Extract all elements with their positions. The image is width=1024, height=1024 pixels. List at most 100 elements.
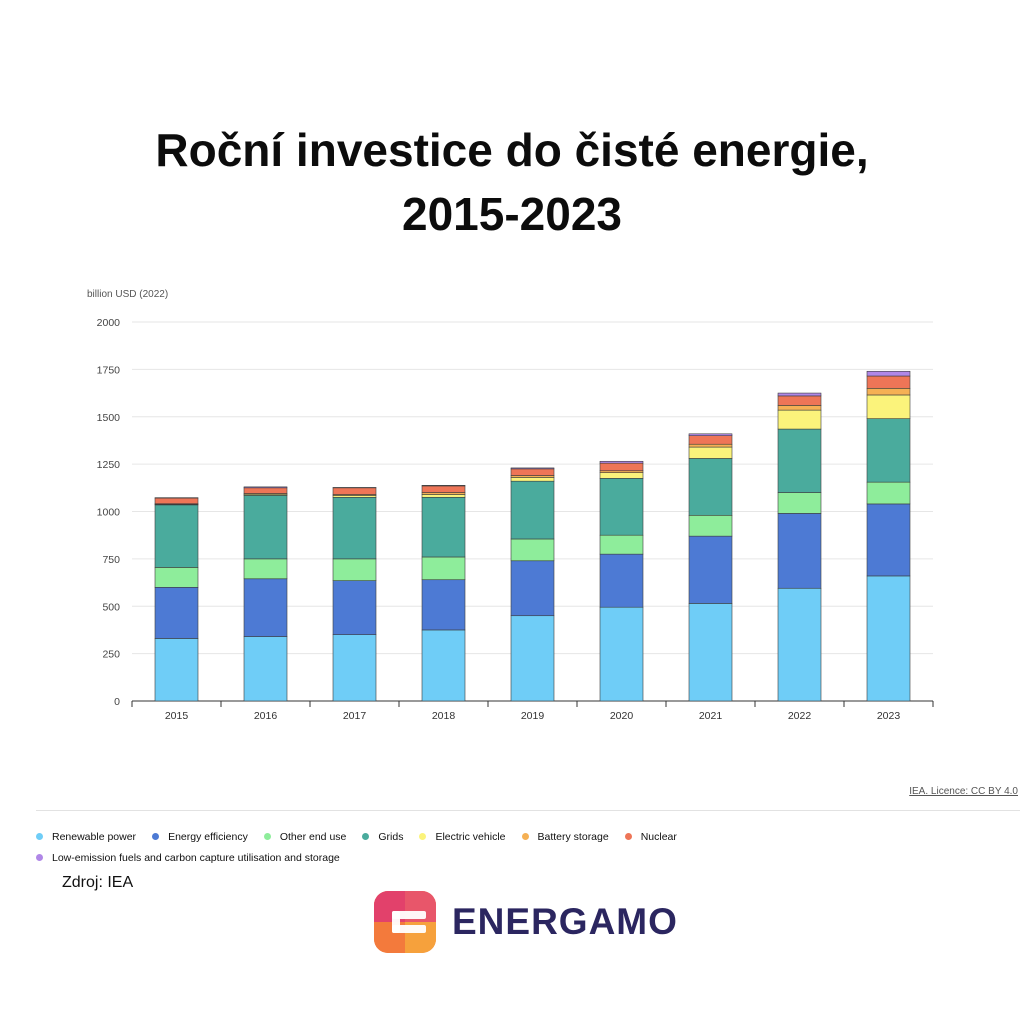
licence-link[interactable]: IEA. Licence: CC BY 4.0 [909,786,1018,797]
y-tick-label: 1500 [97,412,121,424]
bar-segment-nuclear-2020 [599,462,644,472]
bar-segment-renewable-power-2019 [510,615,555,702]
bar-segment-battery-storage-2022 [777,405,822,411]
bar-segment-low-emission-fuels-and-carbon-capture-utilisation-and-storage-2020 [599,460,644,464]
y-tick-label: 250 [102,649,120,661]
bar-segment-low-emission-fuels-and-carbon-capture-utilisation-and-storage-2022 [777,392,822,397]
energamo-logo-icon [374,891,436,953]
bar-segment-low-emission-fuels-and-carbon-capture-utilisation-and-storage-2018 [421,485,466,487]
legend-swatch [624,833,632,840]
bar-segment-other-end-use-2023 [866,481,911,505]
chart-title: Roční investice do čisté energie, 2015-2… [0,118,1024,246]
bar-segment-electric-vehicle-2022 [777,409,822,430]
x-tick-label: 2018 [432,710,456,722]
bar-segment-grids-2021 [688,458,733,516]
bar-segment-energy-efficiency-2023 [866,503,911,577]
bar-segment-battery-storage-2021 [688,443,733,448]
legend-item[interactable]: Low-emission fuels and carbon capture ut… [36,852,340,864]
bar-segment-energy-efficiency-2018 [421,579,466,631]
y-axis-label: billion USD (2022) [87,289,168,300]
bar-segment-electric-vehicle-2023 [866,394,911,419]
legend-label: Nuclear [640,830,677,843]
bar-segment-battery-storage-2023 [866,388,911,396]
bar-segment-energy-efficiency-2019 [510,560,555,617]
legend-label: Grids [378,830,404,843]
bar-segment-energy-efficiency-2015 [154,586,199,639]
legend-item[interactable]: Renewable power [36,831,136,843]
legend-label: Renewable power [52,830,137,843]
title-line-2: 2015-2023 [402,188,622,240]
x-tick-label: 2020 [610,710,634,722]
legend-swatch [36,854,43,861]
energamo-logo[interactable]: ENERGAMO [374,890,678,954]
legend-label: Low-emission fuels and carbon capture ut… [52,851,340,864]
legend-item[interactable]: Grids [362,831,403,843]
y-tick-label: 500 [102,601,120,613]
bar-segment-low-emission-fuels-and-carbon-capture-utilisation-and-storage-2016 [243,486,288,489]
bar-segment-energy-efficiency-2020 [599,553,644,608]
x-tick-label: 2017 [343,710,367,722]
legend-swatch [362,833,370,840]
title-line-1: Roční investice do čisté energie, [155,124,869,176]
legend-label: Other end use [279,830,347,843]
bar-segment-grids-2019 [510,480,555,540]
bar-segment-nuclear-2018 [421,485,466,493]
bar-segment-other-end-use-2022 [777,492,822,514]
legend-item[interactable]: Electric vehicle [419,830,506,843]
legend-swatch [36,833,43,840]
bar-segment-nuclear-2016 [243,487,288,494]
legend-item[interactable]: Nuclear [624,830,677,843]
bar-segment-grids-2017 [332,496,377,560]
bar-segment-other-end-use-2017 [332,558,377,581]
bar-segment-renewable-power-2020 [599,606,644,702]
bar-segment-nuclear-2017 [332,487,377,495]
legend-item[interactable]: Battery storage [521,831,609,843]
bar-segment-other-end-use-2018 [421,556,466,581]
x-tick-label: 2016 [254,710,278,722]
bar-segment-renewable-power-2022 [777,587,822,702]
x-tick-label: 2023 [877,710,901,722]
legend-swatch [152,833,160,840]
legend-label: Energy efficiency [168,830,248,843]
stacked-bar-chart: billion USD (2022) 0 250 500 750 1000 1250 1500… [87,289,934,722]
bar-segment-energy-efficiency-2021 [688,535,733,604]
legend-swatch [419,833,427,840]
x-tick-label: 2022 [788,710,812,722]
bar-segment-nuclear-2019 [510,468,555,476]
legend: Renewable power Energy efficiency Other en… [36,826,996,868]
legend-item[interactable]: Other end use [263,830,347,843]
bar-segment-renewable-power-2023 [866,575,911,702]
bar-segment-grids-2018 [421,496,466,558]
y-tick-label: 0 [114,696,120,708]
bar-segment-renewable-power-2017 [332,634,377,702]
bar-segment-renewable-power-2016 [243,636,288,702]
bar-segment-energy-efficiency-2022 [777,513,822,589]
bar-segment-grids-2022 [777,428,822,493]
bar-segment-electric-vehicle-2021 [688,446,733,459]
source-note: Zdroj: IEA [62,874,134,891]
bar-segment-nuclear-2023 [866,375,911,389]
bar-segment-renewable-power-2018 [421,629,466,702]
bar-segment-low-emission-fuels-and-carbon-capture-utilisation-and-storage-2019 [510,467,555,470]
legend-label: Electric vehicle [435,830,506,843]
divider [36,810,1020,811]
bar-segment-energy-efficiency-2017 [332,580,377,635]
bar-segment-grids-2020 [599,478,644,536]
bar-segment-low-emission-fuels-and-carbon-capture-utilisation-and-storage-2021 [688,433,733,436]
bar-segment-low-emission-fuels-and-carbon-capture-utilisation-and-storage-2023 [866,370,911,377]
legend-swatch [521,833,529,840]
bar-segment-grids-2023 [866,418,911,483]
bar-segment-electric-vehicle-2018 [421,494,466,498]
bar-segment-other-end-use-2016 [243,558,288,580]
legend-row: Renewable power Energy efficiency Other en… [36,826,996,847]
bar-segment-renewable-power-2015 [154,638,199,702]
bar-segment-other-end-use-2015 [154,567,199,588]
bar-segment-energy-efficiency-2016 [243,578,288,637]
bar-segment-electric-vehicle-2020 [599,472,644,479]
legend-item[interactable]: Energy efficiency [152,831,248,843]
y-tick-label: 2000 [97,317,121,329]
x-tick-label: 2015 [165,710,189,722]
y-tick-label: 1000 [97,507,121,519]
bar-segment-renewable-power-2021 [688,603,733,702]
bar-segment-other-end-use-2019 [510,538,555,562]
